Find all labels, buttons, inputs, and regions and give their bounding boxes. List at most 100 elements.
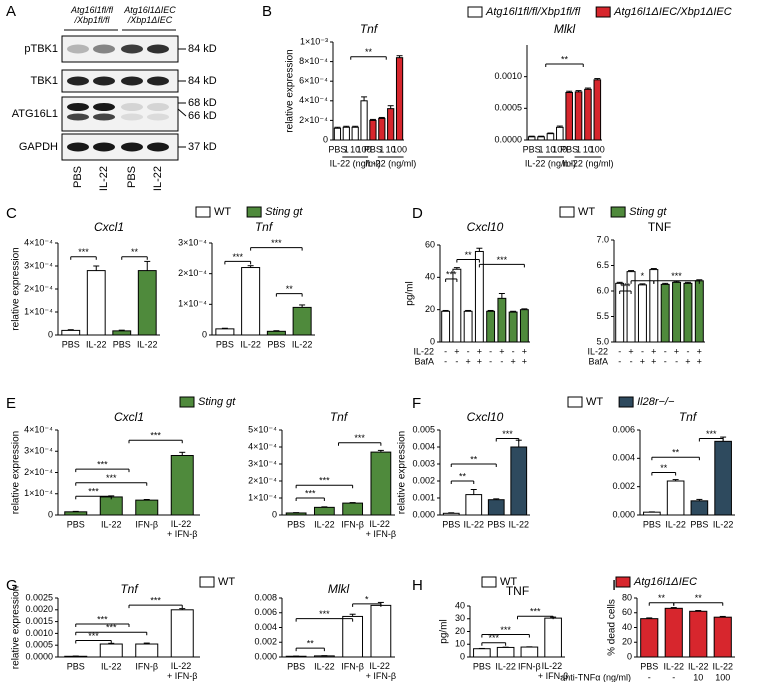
x-tick-label: IFN-β (135, 519, 158, 529)
y-tick-label: 40 (425, 272, 435, 282)
x-tick-label: IL-22 (292, 339, 313, 349)
bar (520, 646, 539, 658)
y-tick-label: 40 (455, 600, 465, 610)
x-row-mark: 10 (693, 672, 703, 682)
legend-swatch (467, 6, 483, 18)
chart-title: Tnf (330, 410, 349, 424)
y-tick-label: 1×10⁻⁴ (24, 306, 53, 316)
panel-label: G (6, 577, 18, 594)
bar (112, 330, 132, 336)
legend-label: Atg16l1fl/fl/Xbp1fl/fl (485, 6, 581, 18)
panel-label: I (612, 577, 616, 594)
x-row-label: BafA (414, 356, 434, 366)
y-tick-label: 1×10⁻³ (300, 36, 328, 46)
bar (643, 511, 661, 516)
y-tick-label: 0.0000 (494, 134, 522, 144)
x-tick-label: PBS (690, 519, 708, 529)
x-tick-label: IL-22 (712, 661, 733, 671)
bar (241, 267, 261, 336)
legend-label: Atg16l1ΔIEC/Xbp1ΔIEC (613, 6, 732, 18)
x-row-mark: + (510, 356, 515, 366)
bar (593, 79, 602, 141)
x-row-mark: - (489, 346, 492, 356)
bar (86, 270, 106, 336)
y-tick-label: 40 (622, 622, 632, 632)
y-tick-label: 2×10⁻⁴ (178, 268, 207, 278)
y-tick-label: 0.001 (412, 492, 435, 502)
x-row-mark: + (522, 356, 527, 366)
lane-label: IL-22 (98, 166, 110, 191)
chart-title: Tnf (679, 410, 698, 424)
y-axis-label: relative expression (285, 49, 296, 132)
bar (64, 511, 88, 516)
x-tick-label: PBS (287, 519, 305, 529)
bar (342, 502, 364, 516)
x-row-mark: - (467, 346, 470, 356)
x-tick-label: PBS (560, 144, 578, 154)
bar (378, 117, 386, 141)
x-tick-label: IL-22 (665, 519, 686, 529)
blot-size-label: 84 kD (188, 43, 217, 55)
x-group-label: IL-22 (ng/ml) (562, 158, 613, 168)
bar (683, 282, 693, 343)
x-row-mark: - (500, 356, 503, 366)
significance-label: *** (671, 271, 682, 281)
blot-band (147, 113, 169, 121)
panel-label: B (262, 3, 272, 20)
significance-label: *** (97, 459, 108, 469)
blot-band (67, 103, 89, 111)
significance-label: ** (561, 54, 569, 64)
significance-label: *** (620, 281, 631, 291)
y-tick-label: 0 (627, 651, 632, 661)
bar (266, 330, 286, 336)
blot-row-label: pTBK1 (24, 43, 58, 55)
bar (215, 328, 235, 336)
x-tick-label: 100 (392, 144, 407, 154)
blot-band (93, 103, 115, 111)
x-row-mark: + (651, 346, 656, 356)
y-tick-label: 0.008 (254, 592, 277, 602)
bar (369, 119, 377, 141)
bar (664, 607, 683, 658)
x-tick-label: IL-22 (240, 339, 261, 349)
x-tick-label: IFN-β (135, 661, 158, 671)
y-tick-label: 0.002 (412, 475, 435, 485)
bar (637, 284, 647, 343)
significance-label: *** (150, 431, 161, 441)
significance-label: ** (465, 250, 473, 260)
x-row-label: IL-22 (413, 346, 434, 356)
bar (689, 610, 708, 658)
legend-swatch (179, 396, 195, 408)
x-tick-label: PBS (328, 144, 346, 154)
blot-row-label: GAPDH (19, 141, 58, 153)
y-tick-label: 10 (455, 639, 465, 649)
chart-title: Mlkl (328, 582, 350, 596)
y-tick-label: 0 (430, 336, 435, 346)
y-tick-label: 0.003 (412, 458, 435, 468)
y-tick-label: 1×10⁻⁴ (248, 492, 277, 502)
x-tick-label: 100 (357, 144, 372, 154)
x-tick-label: IL-22 + IFN-β (366, 661, 396, 681)
bar (527, 136, 536, 141)
legend-label: Sting gt (198, 396, 236, 408)
significance-label: ** (307, 639, 315, 649)
bar (546, 133, 555, 141)
bar (99, 496, 123, 516)
significance-label: *** (97, 614, 108, 624)
y-axis-label: % dead cells (607, 599, 618, 656)
significance-label: ** (470, 454, 478, 464)
size-marker (177, 108, 187, 117)
significance-label: *** (106, 623, 117, 633)
legend-label: WT (218, 576, 235, 588)
bar (556, 126, 564, 141)
lane-label: PBS (126, 166, 138, 188)
x-tick-label: 100 (552, 144, 567, 154)
y-tick-label: 0.0005 (25, 640, 53, 650)
x-tick-label: 1 (576, 144, 581, 154)
x-tick-label: PBS (364, 144, 382, 154)
bar (473, 648, 491, 658)
bar (519, 309, 529, 343)
blot-band (93, 44, 115, 54)
significance-label: *** (78, 247, 89, 257)
x-tick-label: PBS (473, 661, 491, 671)
